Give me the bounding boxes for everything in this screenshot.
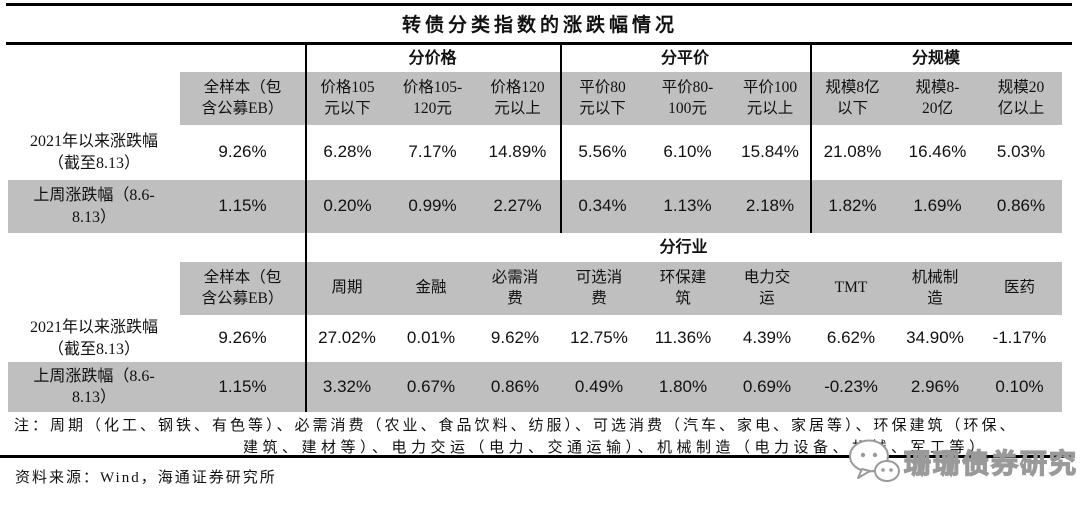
data-cell: -1.17% <box>992 328 1047 348</box>
empty-cell <box>8 233 305 262</box>
data-cell: 1.69% <box>913 196 962 216</box>
data-cell: 2.96% <box>910 376 960 396</box>
column-header: 平价80 元以下 <box>560 72 645 125</box>
data-cell: 2.27% <box>493 196 542 216</box>
column-header: 规模8亿 以下 <box>810 72 895 125</box>
data-cell: 1.15% <box>218 376 267 396</box>
data-cell: 0.86% <box>490 376 540 396</box>
column-header: 价格105 元以下 <box>305 72 390 125</box>
data-cell: 0.49% <box>574 376 624 396</box>
column-header: 价格120 元以上 <box>475 72 560 125</box>
data-cell: 9.26% <box>218 328 267 348</box>
data-cell: 0.20% <box>323 196 372 216</box>
data-cell: 11.36% <box>654 328 712 348</box>
page-title: 转债分类指数的涨跌幅情况 <box>401 15 678 36</box>
watermark-text: 珊珊债券研究 <box>903 448 1078 479</box>
data-cell: 0.99% <box>408 196 457 216</box>
column-header: 规模8- 20亿 <box>895 72 980 125</box>
table-row: 2021年以来涨跌幅 （截至8.13） 9.26% 6.28% 7.17% 14… <box>8 125 1062 180</box>
data-cell: 12.75% <box>570 328 628 348</box>
empty-cell <box>8 262 180 315</box>
watermark: 珊珊债券研究 <box>848 438 1078 484</box>
empty-cell <box>8 45 180 72</box>
table-row: 上周涨跌幅（8.6- 8.13） 1.15% 0.20% 0.99% 2.27%… <box>8 180 1062 233</box>
data-cell: 3.32% <box>322 376 372 396</box>
data-cell: 9.62% <box>490 328 540 348</box>
data-cell: 6.10% <box>663 142 712 162</box>
horizontal-rule-top <box>6 3 1072 6</box>
column-header: 规模20 亿以上 <box>980 72 1062 125</box>
footnote-line-2: 建筑、建材等）、电力交运（电力、交通运输）、机械制造（电力设备、机械、军工等） <box>243 440 989 456</box>
empty-cell <box>8 72 180 125</box>
footnote-line-1: 注：周期（化工、钢铁、有色等）、必需消费（农业、食品饮料、纺服）、可选消费（汽车… <box>14 418 1018 434</box>
group-header-by-price: 分价格 <box>408 49 457 67</box>
empty-cell <box>180 45 305 72</box>
table-row: 2021年以来涨跌幅 （截至8.13） 9.26% 27.02% 0.01% 9… <box>8 315 1062 362</box>
data-cell: 1.13% <box>663 196 712 216</box>
section2-group-row: 分行业 <box>8 233 1062 262</box>
data-cell: 5.03% <box>996 142 1046 162</box>
column-header: 金融 <box>389 262 473 315</box>
data-cell: 2.18% <box>745 196 795 216</box>
row-label: 上周涨跌幅（8.6- 8.13） <box>33 367 155 406</box>
data-cell: 0.01% <box>406 328 456 348</box>
data-cell: 0.10% <box>995 376 1044 396</box>
data-cell: 6.62% <box>826 328 876 348</box>
row-label: 上周涨跌幅（8.6- 8.13） <box>33 187 155 226</box>
column-header: 电力交 运 <box>725 262 809 315</box>
data-cell: 4.39% <box>742 328 792 348</box>
group-header-by-industry: 分行业 <box>659 238 708 256</box>
data-cell: 1.80% <box>658 376 708 396</box>
data-cell: 15.84% <box>741 142 799 162</box>
data-cell: 1.82% <box>828 196 877 216</box>
data-cell: 5.56% <box>578 142 627 162</box>
vertical-divider-after-all-sample <box>305 45 307 412</box>
column-header: 周期 <box>305 262 389 315</box>
data-cell: 16.46% <box>908 142 967 162</box>
data-cell: 1.15% <box>218 196 267 216</box>
data-cell: -0.23% <box>824 376 878 396</box>
vertical-divider-price-parity <box>560 45 562 233</box>
group-header-by-parity: 分平价 <box>660 49 709 67</box>
row-label: 2021年以来涨跌幅 （截至8.13） <box>29 319 158 358</box>
data-cell: 0.67% <box>406 376 456 396</box>
column-header: 价格105- 120元 <box>390 72 475 125</box>
column-header: 可选消 费 <box>557 262 641 315</box>
column-header: 医药 <box>977 262 1062 315</box>
horizontal-rule-under-title <box>6 42 1072 45</box>
data-cell: 7.17% <box>408 142 457 162</box>
column-header: 必需消 费 <box>473 262 557 315</box>
header-all-sample: 全样本（包 含公募EB） <box>180 72 305 125</box>
wechat-icon <box>849 439 900 482</box>
data-cell: 34.90% <box>906 328 964 348</box>
data-cell: 27.02% <box>318 328 376 348</box>
table-row: 上周涨跌幅（8.6- 8.13） 1.15% 3.32% 0.67% 0.86%… <box>8 362 1062 412</box>
section1-header-row: 全样本（包 含公募EB） 价格105 元以下 价格105- 120元 价格120… <box>8 72 1062 125</box>
table-footnote: 注：周期（化工、钢铁、有色等）、必需消费（农业、食品饮料、纺服）、可选消费（汽车… <box>8 412 1062 456</box>
row-label: 2021年以来涨跌幅 （截至8.13） <box>29 133 158 172</box>
data-cell: 9.26% <box>218 142 267 162</box>
column-header: 环保建 筑 <box>641 262 725 315</box>
header-all-sample: 全样本（包 含公募EB） <box>180 262 305 315</box>
data-cell: 0.69% <box>742 376 792 396</box>
source-note: 资料来源：Wind，海通证券研究所 <box>15 470 277 486</box>
section1-group-row: 分价格 分平价 分规模 <box>8 45 1062 72</box>
data-cell: 14.89% <box>488 142 547 162</box>
column-header: 平价100 元以上 <box>730 72 810 125</box>
data-cell: 0.34% <box>578 196 627 216</box>
column-header: 平价80- 100元 <box>645 72 730 125</box>
horizontal-rule-bottom <box>0 455 1072 458</box>
column-header: TMT <box>809 262 893 315</box>
column-header: 机械制 造 <box>893 262 977 315</box>
data-cell: 6.28% <box>323 142 372 162</box>
data-cell: 21.08% <box>823 142 882 162</box>
section2-header-row: 全样本（包 含公募EB） 周期 金融 必需消 费 可选消 费 环保建 筑 电力交… <box>8 262 1062 315</box>
vertical-divider-parity-scale <box>810 45 812 233</box>
group-header-by-scale: 分规模 <box>911 49 960 67</box>
data-cell: 0.86% <box>996 196 1046 216</box>
